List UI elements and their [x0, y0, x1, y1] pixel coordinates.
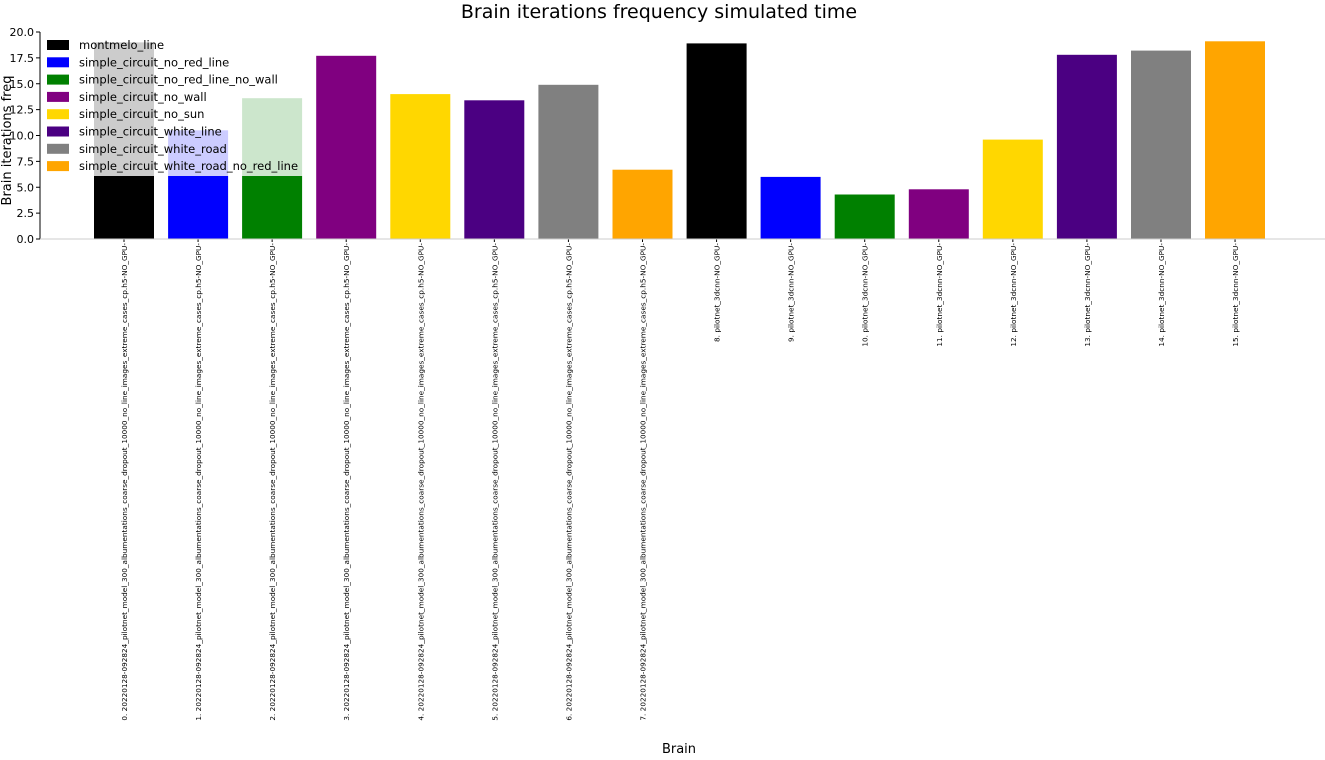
legend-label-5: simple_circuit_white_line	[79, 125, 222, 139]
x-tick-label-0: 0. 20220128-092824_pilotnet_model_300_al…	[120, 243, 129, 721]
legend-label-7: simple_circuit_white_road_no_red_line	[79, 159, 298, 173]
x-tick-label-2: 2. 20220128-092824_pilotnet_model_300_al…	[268, 243, 277, 721]
y-tick-label-1: 2.5	[17, 207, 35, 220]
legend: montmelo_line simple_circuit_no_red_lines…	[43, 34, 303, 176]
x-tick-label-15: 15. pilotnet_3dcnn-NO_GPU-	[1231, 243, 1240, 347]
y-tick-label-7: 17.5	[10, 52, 35, 65]
bar-9	[760, 176, 821, 239]
x-tick-label-8: 8. pilotnet_3dcnn-NO_GPU-	[713, 243, 722, 342]
bar-13	[1056, 54, 1117, 239]
x-axis-label: Brain	[662, 742, 696, 756]
legend-swatch-3	[47, 91, 69, 102]
x-tick-label-5: 5. 20220128-092824_pilotnet_model_300_al…	[490, 243, 499, 721]
bar-3	[316, 55, 377, 239]
legend-label-3: simple_circuit_no_wall	[79, 90, 207, 104]
bar-6	[538, 84, 599, 239]
x-tick-label-4: 4. 20220128-092824_pilotnet_model_300_al…	[416, 243, 425, 721]
chart-title: Brain iterations frequency simulated tim…	[461, 1, 857, 23]
x-tick-label-11: 11. pilotnet_3dcnn-NO_GPU-	[935, 243, 944, 347]
bar-5	[464, 100, 525, 239]
legend-swatch-7	[47, 161, 69, 172]
bar-15	[1205, 41, 1265, 239]
x-tick-label-6: 6. 20220128-092824_pilotnet_model_300_al…	[564, 243, 573, 721]
legend-label-1: simple_circuit_no_red_line	[79, 55, 229, 69]
x-tick-label-12: 12. pilotnet_3dcnn-NO_GPU-	[1009, 243, 1018, 347]
legend-swatch-0	[47, 40, 69, 50]
legend-swatch-1	[47, 57, 69, 68]
bar-12	[982, 139, 1043, 239]
legend-label-6: simple_circuit_white_road	[79, 142, 227, 156]
y-tick-label-3: 7.5	[17, 155, 35, 168]
legend-label-0: montmelo_line	[79, 38, 164, 52]
legend-swatch-5	[47, 126, 69, 137]
x-tick-label-7: 7. 20220128-092824_pilotnet_model_300_al…	[638, 243, 647, 721]
y-tick-label-4: 10.0	[10, 130, 35, 143]
x-tick-label-1: 1. 20220128-092824_pilotnet_model_300_al…	[194, 243, 203, 721]
y-tick-label-0: 0.0	[17, 233, 35, 246]
x-tick-label-14: 14. pilotnet_3dcnn-NO_GPU-	[1157, 243, 1166, 347]
legend-swatch-6	[47, 143, 69, 154]
x-tick-label-10: 10. pilotnet_3dcnn-NO_GPU-	[861, 243, 870, 347]
y-tick-label-5: 12.5	[10, 104, 35, 117]
y-axis-label: Brain iterations freq	[0, 76, 15, 206]
legend-label-2: simple_circuit_no_red_line_no_wall	[79, 73, 278, 87]
bar-7	[612, 169, 673, 239]
y-tick-label-6: 15.0	[10, 78, 35, 91]
legend-label-4: simple_circuit_no_sun	[79, 107, 204, 121]
legend-swatch-2	[47, 74, 69, 85]
bar-8	[686, 43, 747, 240]
y-tick-label-8: 20.0	[10, 26, 35, 39]
x-tick-label-13: 13. pilotnet_3dcnn-NO_GPU-	[1083, 243, 1092, 347]
bar-10	[834, 194, 895, 239]
bar-11	[908, 189, 969, 239]
legend-box	[43, 34, 303, 176]
bar-14	[1131, 50, 1191, 239]
bar-4	[390, 94, 451, 239]
x-tick-label-9: 9. pilotnet_3dcnn-NO_GPU-	[787, 243, 796, 342]
legend-swatch-4	[47, 109, 69, 120]
y-tick-label-2: 5.0	[17, 181, 35, 194]
x-tick-label-3: 3. 20220128-092824_pilotnet_model_300_al…	[342, 243, 351, 721]
